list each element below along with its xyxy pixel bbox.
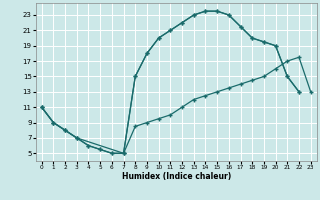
X-axis label: Humidex (Indice chaleur): Humidex (Indice chaleur) — [122, 172, 231, 181]
